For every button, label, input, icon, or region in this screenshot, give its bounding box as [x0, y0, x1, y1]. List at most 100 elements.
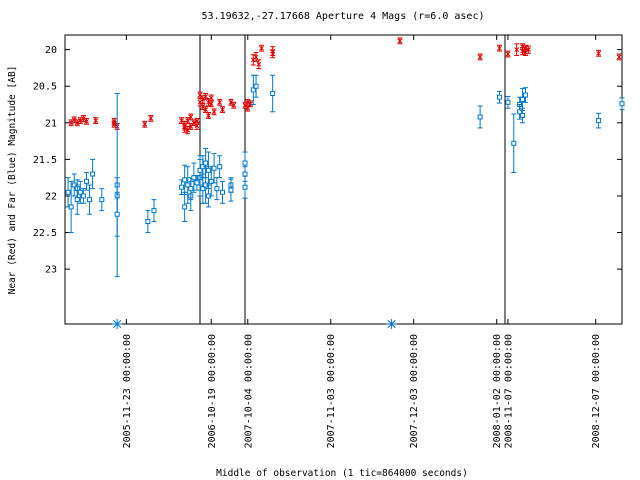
data-point — [253, 74, 259, 98]
marker-square — [185, 182, 191, 188]
marker-x — [208, 95, 214, 101]
data-point — [496, 44, 502, 52]
data-point — [217, 98, 223, 106]
y-tick-label: 21 — [45, 118, 57, 129]
data-point — [259, 44, 265, 52]
marker-square — [228, 187, 234, 193]
data-point — [217, 155, 223, 179]
data-point — [145, 210, 151, 234]
x-tick-label: 2008-01-02 00:00:00 — [492, 334, 503, 448]
data-point — [80, 188, 86, 204]
marker-x — [616, 54, 622, 60]
data-point — [203, 147, 209, 179]
data-marks — [65, 37, 625, 329]
x-tick-label: 2008-12-07 00:00:00 — [591, 334, 602, 448]
data-point — [517, 104, 523, 120]
marker-x — [248, 101, 253, 107]
data-point — [203, 93, 209, 100]
data-point — [228, 178, 234, 202]
marker-square — [522, 92, 528, 98]
marker-square — [250, 87, 256, 93]
series-upper-limits — [112, 319, 397, 329]
data-point — [205, 151, 211, 190]
series-near-red — [68, 37, 622, 135]
chart-title: 53.19632,-27.17668 Aperture 4 Mags (r=6.… — [202, 11, 485, 22]
data-point — [200, 103, 206, 111]
data-point — [619, 97, 625, 111]
y-tick-label: 21.5 — [33, 155, 57, 166]
data-point — [65, 177, 71, 208]
x-tick-label: 2007-11-03 00:00:00 — [326, 334, 337, 448]
marker-square — [90, 171, 96, 177]
x-tick-label: 2006-10-19 00:00:00 — [207, 334, 218, 448]
data-point — [250, 74, 256, 106]
data-point — [182, 124, 188, 133]
data-point — [188, 113, 194, 121]
marker-x — [71, 117, 77, 123]
data-point — [182, 191, 188, 223]
marker-square — [242, 184, 248, 190]
data-point — [214, 177, 220, 201]
marker-square — [619, 101, 625, 107]
data-point — [505, 95, 511, 109]
marker-x — [228, 99, 234, 105]
axis-ticks: 20 20.5 21 21.5 22 22.5 23 2005-11-23 00:00:00 2… — [33, 35, 622, 448]
data-point — [148, 114, 154, 122]
marker-x — [270, 51, 276, 57]
data-point — [114, 191, 120, 237]
marker-x — [191, 120, 197, 126]
marker-square — [200, 186, 206, 192]
marker-x — [81, 116, 86, 121]
data-point — [182, 164, 188, 195]
data-point — [71, 173, 77, 197]
marker-square — [197, 167, 203, 173]
data-point — [616, 53, 622, 61]
data-point — [520, 87, 526, 111]
data-point — [270, 74, 276, 113]
data-point — [228, 98, 234, 106]
marker-x — [194, 118, 200, 124]
data-point — [93, 117, 99, 125]
marker-square — [214, 186, 220, 192]
marker-x — [203, 94, 208, 99]
marker-x — [505, 51, 511, 57]
marker-x — [179, 118, 184, 123]
data-point — [220, 180, 225, 204]
data-point — [522, 87, 528, 103]
data-point — [520, 43, 526, 51]
data-point — [397, 37, 403, 45]
marker-square — [496, 94, 502, 100]
marker-square — [99, 197, 105, 203]
marker-x — [74, 120, 80, 126]
data-point — [179, 117, 185, 125]
data-point — [505, 50, 511, 58]
marker-x — [111, 118, 117, 124]
marker-x — [526, 47, 531, 52]
data-point — [386, 319, 397, 329]
marker-square — [217, 164, 223, 170]
marker-square — [182, 204, 188, 210]
x-tick-label: 2007-10-04 00:00:00 — [243, 334, 254, 448]
marker-square — [520, 112, 526, 118]
data-point — [205, 112, 211, 119]
marker-square — [151, 208, 157, 214]
marker-square — [194, 180, 200, 186]
marker-square — [520, 96, 526, 102]
data-point — [211, 108, 217, 116]
data-point — [525, 45, 531, 54]
data-point — [220, 106, 225, 114]
data-point — [77, 117, 83, 125]
data-point — [242, 175, 248, 199]
data-point — [496, 90, 502, 104]
y-tick-label: 20 — [45, 45, 57, 56]
data-point — [142, 120, 148, 128]
y-axis-label: Near (Red) and Far (Blue) Magnitude [AB] — [7, 66, 18, 295]
marker-x — [523, 45, 528, 51]
marker-x — [188, 124, 194, 129]
marker-square — [203, 160, 209, 166]
data-point — [112, 319, 123, 329]
data-point — [99, 188, 105, 212]
marker-x — [142, 121, 148, 127]
data-point — [211, 153, 217, 184]
data-point — [596, 112, 602, 129]
